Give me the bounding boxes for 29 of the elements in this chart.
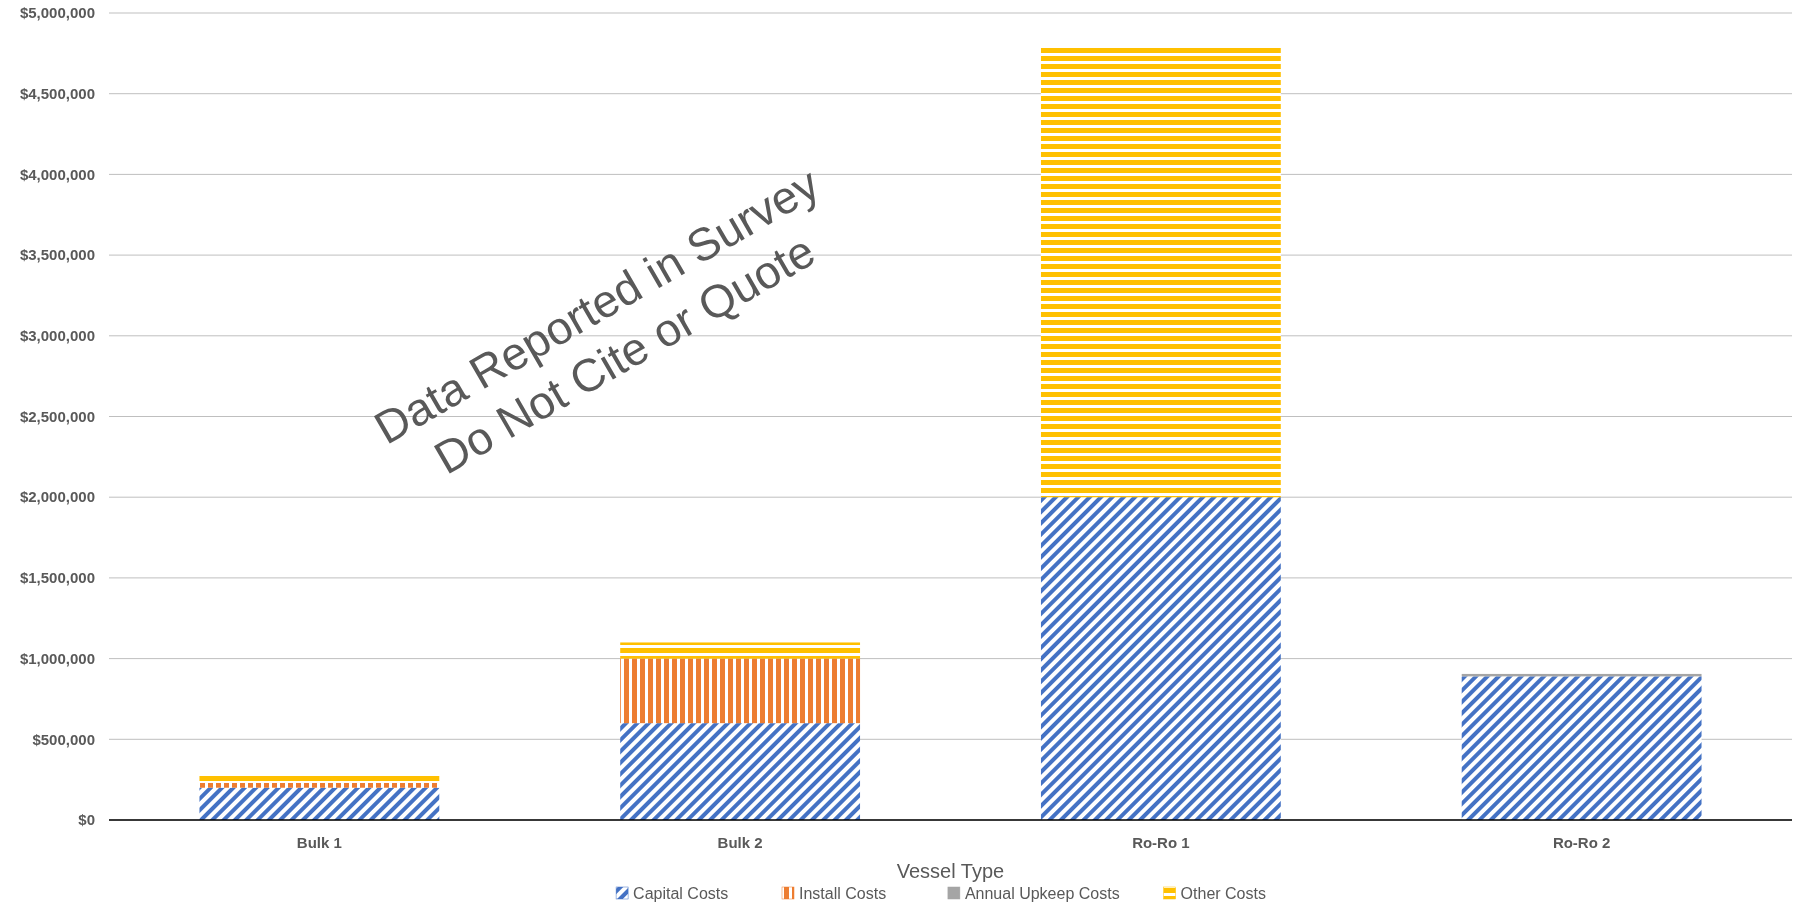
x-tick-label: Ro-Ro 2 bbox=[1552, 834, 1611, 851]
bar bbox=[1040, 45, 1281, 498]
y-tick-label: $4,000,000 bbox=[19, 165, 95, 183]
bar bbox=[199, 774, 440, 783]
x-axis-title: Vessel Type bbox=[896, 860, 1005, 882]
x-tick-label: Ro-Ro 1 bbox=[1132, 834, 1190, 851]
y-tick-label: $500,000 bbox=[32, 730, 95, 748]
bar bbox=[1461, 676, 1702, 820]
y-tick-label: $5,000,000 bbox=[19, 4, 95, 22]
y-tick-label: $3,500,000 bbox=[19, 246, 95, 264]
bar bbox=[620, 658, 861, 724]
bar bbox=[1040, 497, 1281, 820]
y-tick-label: $0 bbox=[78, 811, 95, 829]
bar bbox=[620, 723, 861, 820]
legend-label: Capital Costs bbox=[633, 885, 729, 902]
y-tick-label: $3,000,000 bbox=[19, 327, 95, 345]
y-tick-label: $2,500,000 bbox=[19, 407, 95, 425]
y-tick-label: $1,500,000 bbox=[19, 569, 95, 587]
bar bbox=[199, 787, 440, 820]
y-tick-label: $1,000,000 bbox=[19, 649, 95, 667]
bar bbox=[199, 782, 440, 788]
bar bbox=[620, 642, 861, 659]
legend-label: Install Costs bbox=[799, 885, 887, 902]
y-tick-label: $4,500,000 bbox=[19, 84, 95, 102]
legend-label: Annual Upkeep Costs bbox=[964, 885, 1120, 902]
x-tick-label: Bulk 1 bbox=[296, 834, 342, 851]
x-tick-label: Bulk 2 bbox=[717, 834, 763, 851]
y-tick-label: $2,000,000 bbox=[19, 488, 95, 506]
legend-label: Other Costs bbox=[1180, 885, 1266, 902]
